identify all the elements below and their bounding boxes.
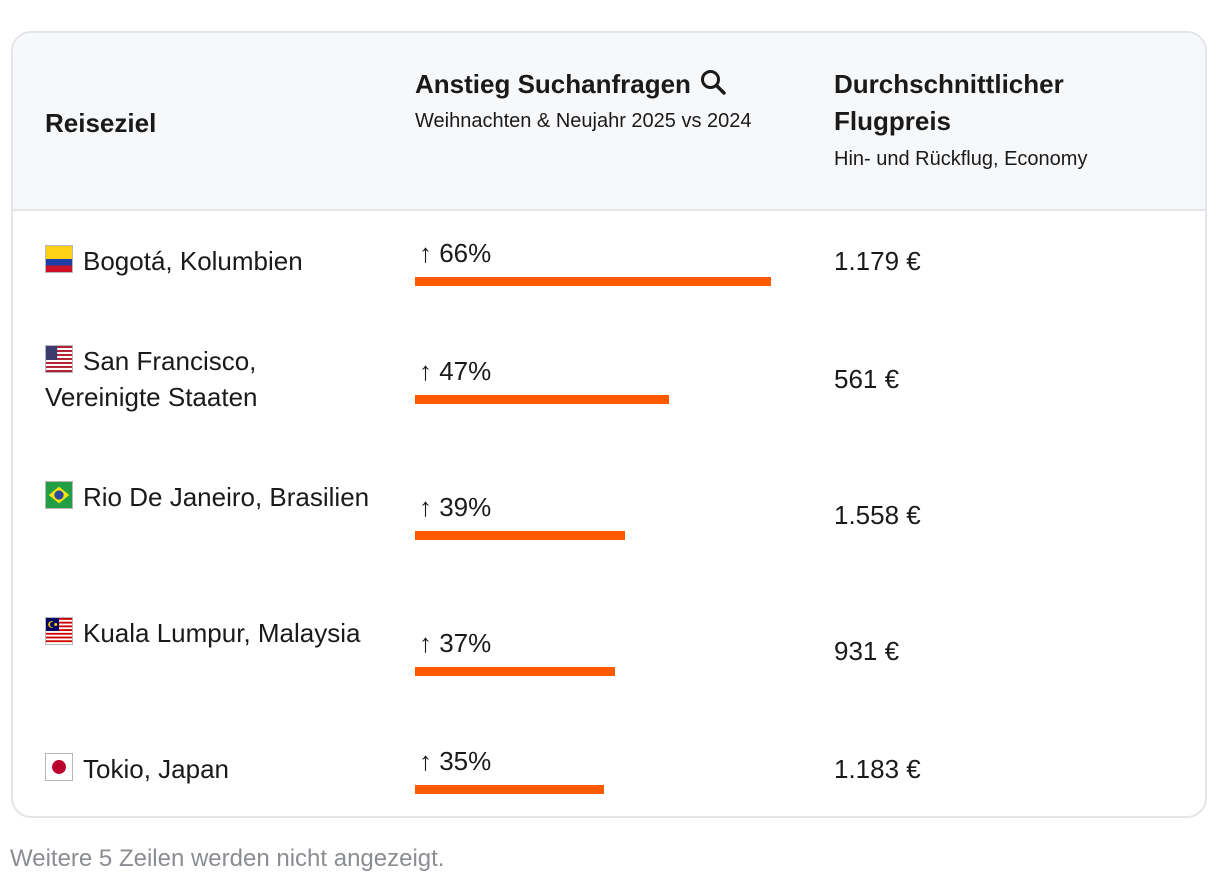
increase-bar <box>415 667 615 676</box>
destination-name: San Francisco, Vereinigte Staaten <box>45 346 258 412</box>
increase-label: ↑ 66% <box>419 238 492 268</box>
price-value: 1.558 € <box>834 500 921 530</box>
increase-label: ↑ 37% <box>419 628 492 658</box>
destination-cell: San Francisco, Vereinigte Staaten <box>45 343 375 415</box>
increase-bar <box>415 395 669 404</box>
destination-name: Rio De Janeiro, Brasilien <box>83 482 370 512</box>
destination-cell: Tokio, Japan <box>45 751 375 787</box>
column-header-destination: Reiseziel <box>45 108 157 138</box>
price-value: 1.179 € <box>834 246 921 276</box>
usa-flag-icon <box>45 345 73 373</box>
increase-label: ↑ 47% <box>419 356 492 386</box>
colombia-flag-icon <box>45 245 73 273</box>
column-subheader-price-type: Hin- und Rückflug, Economy <box>834 148 1088 170</box>
price-value: 1.183 € <box>834 754 921 784</box>
malaysia-flag-icon <box>45 617 73 645</box>
increase-label: ↑ 39% <box>419 492 492 522</box>
table-header: Reiseziel Anstieg Suchanfragen Weihnacht… <box>13 33 1205 211</box>
destination-name: Kuala Lumpur, Malaysia <box>83 618 361 648</box>
increase-bar <box>415 785 604 794</box>
destination-cell: Bogotá, Kolumbien <box>45 243 375 279</box>
column-header-search-increase: Anstieg Suchanfragen <box>415 66 727 106</box>
increase-label: ↑ 35% <box>419 746 492 776</box>
search-icon <box>699 68 727 106</box>
destination-cell: Kuala Lumpur, Malaysia <box>45 615 375 651</box>
column-header-avg-price: Durchschnittlicher Flugpreis <box>834 69 1064 136</box>
japan-flag-icon <box>45 753 73 781</box>
column-header-search-increase-label: Anstieg Suchanfragen <box>415 69 691 99</box>
increase-bar <box>415 277 771 286</box>
column-subheader-search-period: Weihnachten & Neujahr 2025 vs 2024 <box>415 110 752 132</box>
price-value: 931 € <box>834 636 900 666</box>
hidden-rows-note: Weitere 5 Zeilen werden nicht angezeigt. <box>10 845 445 872</box>
destination-name: Tokio, Japan <box>83 754 229 784</box>
destination-cell: Rio De Janeiro, Brasilien <box>45 479 375 515</box>
increase-bar <box>415 531 625 540</box>
destinations-table: Reiseziel Anstieg Suchanfragen Weihnacht… <box>11 31 1207 818</box>
price-value: 561 € <box>834 364 900 394</box>
brazil-flag-icon <box>45 481 73 509</box>
destination-name: Bogotá, Kolumbien <box>83 246 303 276</box>
